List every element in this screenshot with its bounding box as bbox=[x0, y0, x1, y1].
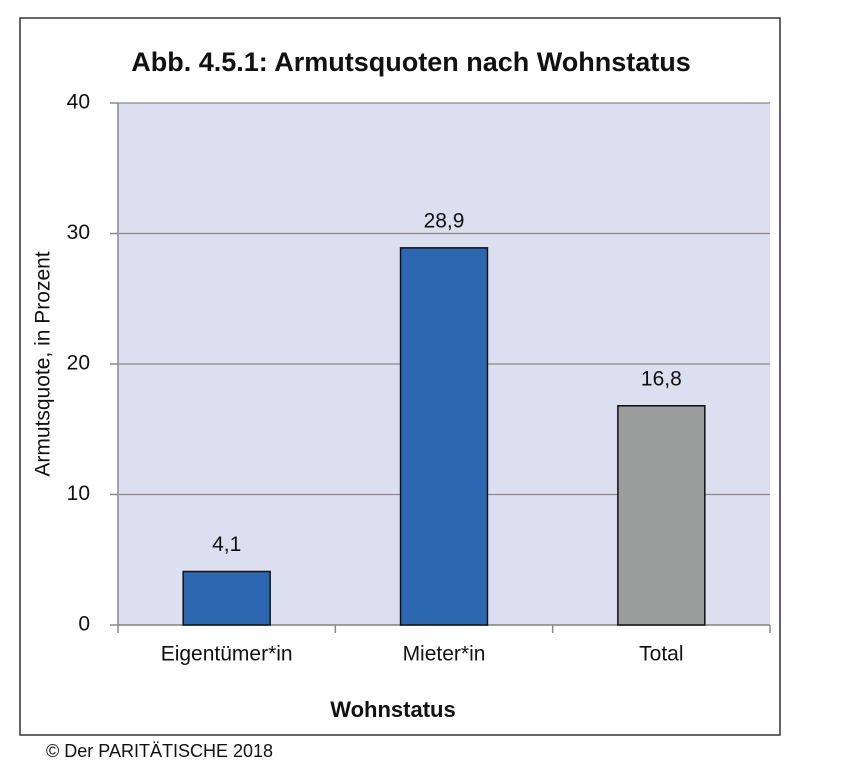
x-tick-label: Mieter*in bbox=[403, 643, 486, 666]
y-tick-label: 30 bbox=[67, 221, 90, 244]
x-tick-label: Eigentümer*in bbox=[161, 643, 293, 666]
y-tick-label: 10 bbox=[67, 482, 90, 505]
y-tick-label: 40 bbox=[67, 91, 90, 114]
y-tick-label: 20 bbox=[67, 352, 90, 375]
source-note: © Der PARITÄTISCHE 2018 bbox=[46, 741, 273, 761]
bar bbox=[617, 405, 706, 626]
y-axis-title: Armutsquote, in Prozent bbox=[32, 251, 55, 476]
x-axis-title: Wohnstatus bbox=[330, 697, 455, 722]
bar bbox=[399, 247, 489, 626]
x-tick-label: Total bbox=[639, 643, 683, 666]
data-label: 4,1 bbox=[212, 533, 241, 556]
bar bbox=[182, 570, 271, 626]
chart-title: Abb. 4.5.1: Armutsquoten nach Wohnstatus bbox=[131, 47, 691, 77]
data-label: 16,8 bbox=[641, 367, 682, 390]
y-tick-label: 0 bbox=[78, 613, 90, 636]
data-label: 28,9 bbox=[424, 209, 465, 232]
